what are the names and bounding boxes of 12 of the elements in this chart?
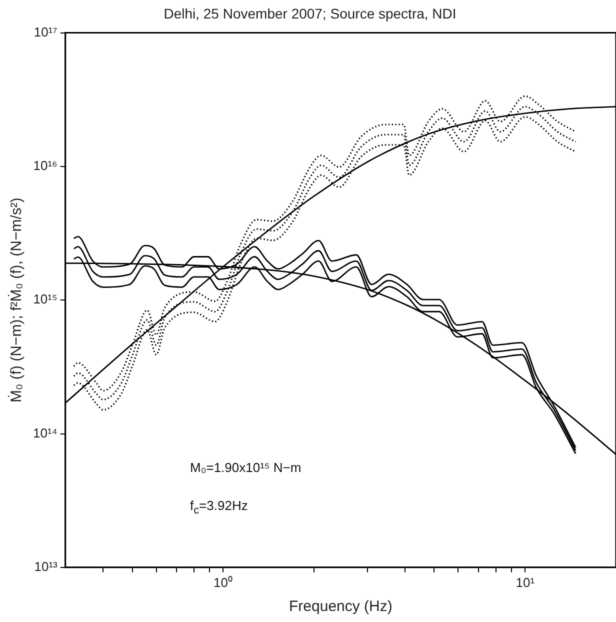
y-tick-label: 10¹⁶ [33,158,58,174]
y-tick-label: 10¹⁷ [34,24,58,40]
y-axis-title: Ṁ₀ (f) (N−m); f²Ṁ₀ (f), (N−m/s²) [7,198,26,403]
y-tick-label: 10¹⁵ [33,292,58,307]
chart-title: Delhi, 25 November 2007; Source spectra, NDI [164,5,456,22]
y-tick-label: 10¹³ [34,558,58,574]
annotation: f$_{c}$=3.92Hz [190,498,248,517]
x-axis-title: Frequency (Hz) [289,598,392,616]
x-tick-label: 10¹ [516,574,536,590]
x-tick-label: 10⁰ [213,574,233,590]
y-tick-label: 10¹⁴ [33,425,58,440]
annotation: M₀=1.90x10¹⁵ N−m [190,460,302,475]
